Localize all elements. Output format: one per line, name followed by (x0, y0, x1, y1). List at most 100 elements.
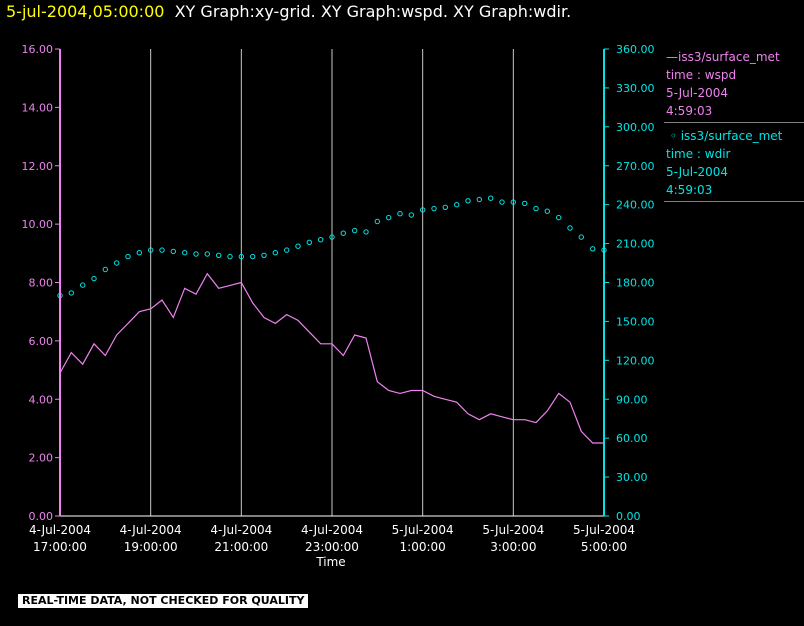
x-tick-label: 19:00:00 (124, 540, 178, 554)
legend-series-name: iss3/surface_met (680, 129, 783, 143)
wdir-point (374, 218, 380, 225)
x-tick-label: 4-Jul-2004 (120, 523, 182, 537)
header-titles: XY Graph:xy-grid. XY Graph:wspd. XY Grap… (174, 2, 572, 21)
wdir-point (91, 275, 97, 282)
wdir-point (476, 196, 482, 203)
right-tick-label: 210.00 (616, 238, 655, 251)
wdir-point (284, 247, 290, 253)
x-axis-label: Time (315, 555, 345, 569)
wdir-point (148, 247, 154, 253)
x-tick-label: 5:00:00 (581, 540, 627, 554)
x-tick-label: 5-Jul-2004 (482, 523, 544, 537)
right-tick-label: 300.00 (616, 121, 655, 134)
header-timestamp: 5-jul-2004,05:00:00 (6, 2, 165, 21)
right-tick-label: 330.00 (616, 82, 655, 95)
x-tick-label: 21:00:00 (214, 540, 268, 554)
wdir-point (499, 199, 505, 205)
wdir-point (352, 227, 358, 234)
x-tick-label: 5-Jul-2004 (573, 523, 635, 537)
wdir-point (125, 253, 131, 260)
right-tick-label: 120.00 (616, 354, 655, 367)
left-tick-label: 12.00 (22, 160, 54, 173)
wdir-point (442, 204, 448, 211)
wdir-point (510, 199, 516, 205)
wdir-point (68, 290, 75, 296)
legend-item-wspd: —iss3/surface_met time : wspd 5-Jul-2004… (664, 48, 804, 123)
wdir-point (533, 205, 539, 212)
legend: —iss3/surface_met time : wspd 5-Jul-2004… (664, 48, 804, 206)
wdir-point (578, 234, 584, 240)
right-tick-label: 270.00 (616, 160, 655, 173)
right-tick-label: 240.00 (616, 199, 655, 212)
legend-date: 5-Jul-2004 (666, 165, 728, 179)
wdir-point (193, 251, 199, 257)
left-tick-label: 6.00 (29, 335, 54, 348)
wdir-point (488, 195, 494, 201)
legend-time: 4:59:03 (666, 183, 713, 197)
left-tick-label: 10.00 (22, 218, 54, 231)
wdir-point (306, 239, 312, 246)
legend-item-wdir: ◦ iss3/surface_met time : wdir 5-Jul-200… (664, 127, 804, 202)
legend-variable: time : wdir (666, 147, 731, 161)
right-tick-label: 60.00 (616, 432, 648, 445)
wdir-point (454, 202, 460, 208)
right-tick-label: 0.00 (616, 510, 641, 523)
wspd-line (59, 272, 604, 444)
wdir-point (556, 214, 562, 221)
wdir-point (159, 247, 165, 253)
wdir-point (295, 243, 301, 249)
wdir-point (238, 253, 245, 260)
wdir-point (408, 212, 414, 218)
wdir-point (272, 250, 278, 256)
wdir-point (386, 214, 392, 221)
wdir-point (340, 230, 346, 236)
wdir-point (397, 211, 403, 217)
left-tick-label: 2.00 (29, 452, 54, 465)
wdir-point (465, 198, 471, 204)
left-tick-label: 4.00 (29, 393, 54, 406)
legend-circle-marker: ◦ (666, 129, 681, 143)
left-tick-label: 16.00 (22, 43, 54, 56)
wdir-point (136, 250, 143, 256)
wdir-point (590, 246, 596, 252)
legend-time: 4:59:03 (666, 104, 713, 118)
x-tick-label: 5-Jul-2004 (392, 523, 454, 537)
x-tick-label: 3:00:00 (490, 540, 536, 554)
wdir-point (80, 282, 86, 288)
x-tick-label: 23:00:00 (305, 540, 359, 554)
wdir-point (204, 251, 211, 257)
legend-series-name: iss3/surface_met (678, 50, 780, 64)
wdir-point (522, 200, 528, 207)
left-tick-label: 0.00 (29, 510, 54, 523)
wdir-point (170, 248, 177, 255)
left-tick-label: 8.00 (29, 277, 54, 290)
wdir-point (567, 225, 573, 231)
wspd-series (59, 272, 604, 444)
wdir-point (250, 253, 256, 260)
header: 5-jul-2004,05:00:00 XY Graph:xy-grid. XY… (6, 2, 571, 21)
grid (59, 49, 605, 516)
disclaimer-banner: REAL-TIME DATA, NOT CHECKED FOR QUALITY (18, 594, 309, 608)
right-tick-label: 180.00 (616, 277, 655, 290)
wdir-point (318, 237, 324, 243)
x-tick-label: 4-Jul-2004 (301, 523, 363, 537)
wdir-point (102, 266, 109, 273)
wdir-point (261, 252, 267, 259)
wdir-point (431, 205, 437, 212)
axes: 4-Jul-2004 17:00:00 4-Jul-2004 19:00:00 4-Ju… (22, 43, 655, 554)
x-tick-label: 4-Jul-2004 (210, 523, 272, 537)
x-tick-label: 17:00:00 (33, 540, 87, 554)
right-tick-label: 90.00 (616, 393, 648, 406)
wdir-point (329, 234, 335, 240)
left-tick-label: 14.00 (22, 101, 54, 114)
right-tick-label: 360.00 (616, 43, 655, 56)
wdir-point (114, 260, 120, 266)
wdir-point (182, 250, 188, 256)
wdir-point (227, 253, 233, 260)
legend-date: 5-Jul-2004 (666, 86, 728, 100)
wdir-point (363, 229, 369, 235)
legend-variable: time : wspd (666, 68, 737, 82)
legend-line-marker: — (666, 50, 678, 64)
x-tick-label: 1:00:00 (400, 540, 446, 554)
